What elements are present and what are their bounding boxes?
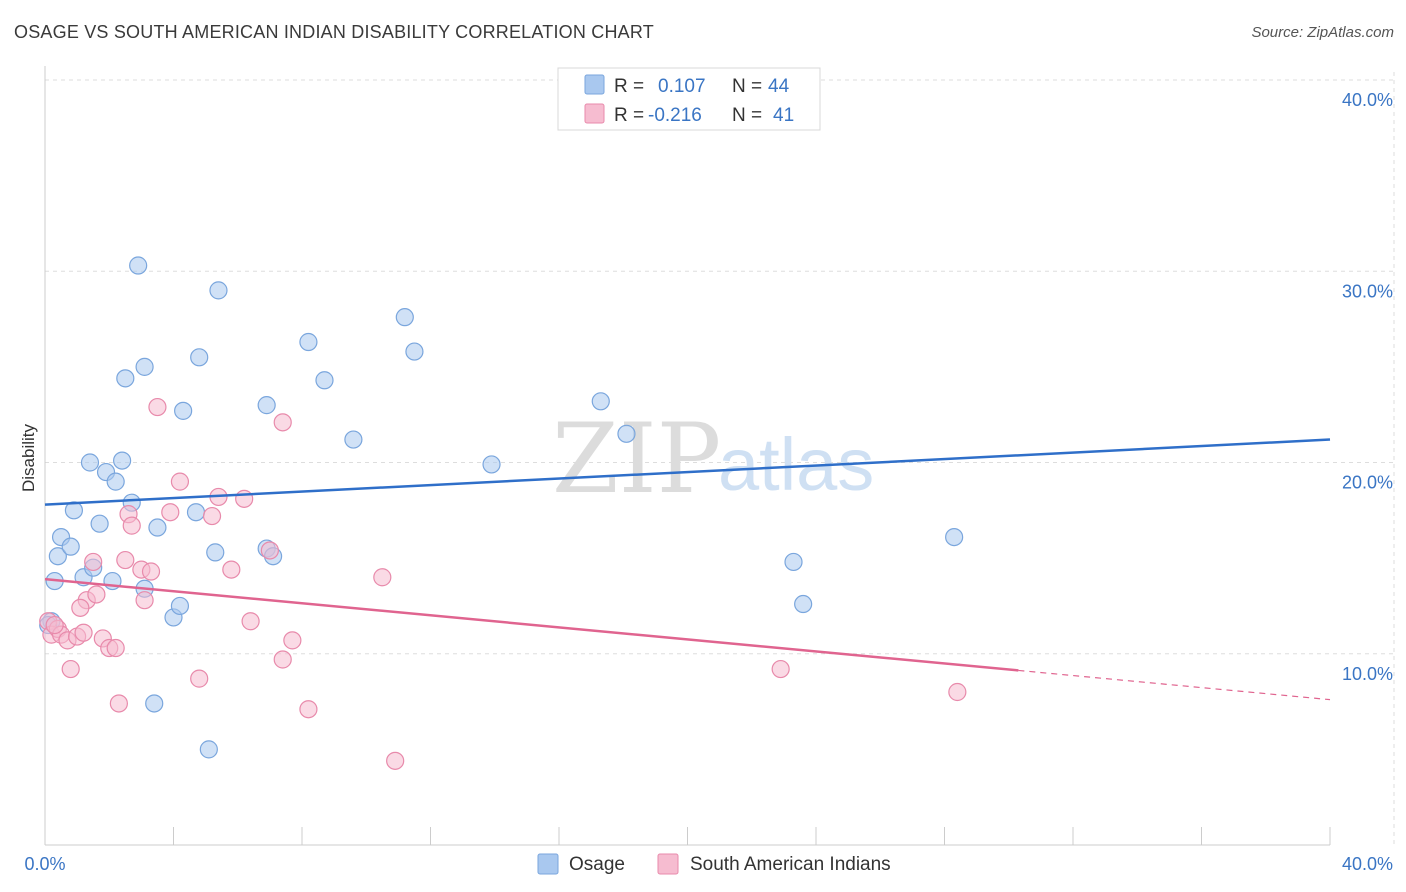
legend-n-value-sai: 41 [773,105,794,126]
point-sai-27 [222,560,241,579]
point-osage-26 [199,740,218,759]
legend-r-value-osage: 0.107 [658,76,706,97]
point-osage-34 [344,430,363,449]
point-sai-35 [373,568,392,587]
point-osage-27 [206,543,225,562]
point-sai-33 [283,631,302,650]
point-osage-24 [186,503,206,522]
point-sai-10 [87,585,106,604]
trend-line-sai [44,577,1019,672]
data-points [39,256,967,770]
point-osage-40 [784,552,803,572]
trend-line-osage [44,438,1331,506]
point-sai-31 [273,413,292,432]
legend-swatch-south-american-indians [584,103,605,124]
trend-lines [44,438,1331,701]
point-sai-34 [299,700,318,719]
legend-bottom-label-osage: Osage [569,854,625,875]
point-sai-13 [106,638,125,658]
point-sai-32 [273,650,292,669]
point-osage-19 [145,694,164,713]
point-osage-7 [80,453,100,472]
point-osage-22 [170,596,190,616]
point-sai-39 [71,598,90,617]
point-osage-39 [617,424,636,443]
legend-bottom-label-sai: South American Indians [690,854,891,875]
legend-swatch-osage [584,74,605,95]
point-sai-24 [190,669,209,688]
point-sai-28 [235,489,254,508]
watermark-zip: ZIP [552,403,721,515]
point-osage-37 [482,455,501,474]
point-osage-23 [174,401,193,420]
point-osage-16 [129,256,148,275]
x-tick-label-0: 0.0% [24,854,65,874]
point-osage-35 [395,308,414,327]
y-tick-label-2: 30.0% [1342,281,1393,301]
legend-r-value-sai: -0.216 [648,105,702,126]
point-osage-2 [48,547,67,566]
point-sai-15 [116,550,135,570]
chart-source: Source: ZipAtlas.com [1251,24,1394,41]
point-sai-19 [135,591,154,610]
legend-series: Osage South American Indians [537,853,891,875]
legend-bottom-swatch-sai [657,853,679,875]
y-tick-label-1: 20.0% [1342,473,1393,493]
legend-n-value-osage: 44 [768,76,790,97]
legend-bottom-swatch-osage [537,853,559,875]
point-sai-40 [45,615,64,635]
watermark: ZIP atlas [552,403,874,515]
trend-line-sai-extension [1018,669,1331,701]
point-sai-38 [948,682,967,702]
point-sai-37 [771,659,790,679]
point-sai-30 [260,541,279,560]
point-osage-41 [794,594,813,614]
point-osage-14 [116,369,135,388]
point-osage-18 [135,357,154,376]
point-osage-30 [257,396,276,415]
x-tick-label-1: 40.0% [1342,854,1393,874]
y-tick-label-0: 10.0% [1342,664,1393,684]
point-sai-14 [109,694,128,713]
point-osage-13 [112,451,132,470]
point-sai-36 [386,751,405,770]
point-sai-22 [161,503,180,522]
point-sai-7 [74,623,93,642]
legend-n-label-sai: N = [732,105,762,126]
point-osage-5 [64,501,84,520]
y-axis-label: Disability [19,423,38,492]
legend-r-label-osage: R = [614,76,644,97]
point-osage-4 [61,537,80,556]
point-osage-20 [148,518,167,537]
point-osage-28 [209,281,228,300]
point-sai-9 [84,552,103,572]
point-osage-42 [945,527,964,547]
point-sai-20 [141,562,161,581]
chart-title: OSAGE VS SOUTH AMERICAN INDIAN DISABILIT… [14,22,654,42]
point-osage-38 [591,392,610,411]
point-sai-5 [61,659,80,679]
point-sai-21 [148,397,167,417]
point-osage-32 [299,332,318,352]
axes: 10.0% 20.0% 30.0% 40.0% 0.0% 40.0% [24,66,1393,874]
point-osage-12 [106,472,125,491]
legend-r-label-sai: R = [614,105,644,126]
point-sai-17 [122,516,141,535]
legend-stats: R = 0.107 N = 44 R = -0.216 N = 41 [557,67,821,131]
point-sai-25 [202,506,222,526]
point-sai-29 [241,612,260,631]
point-osage-25 [190,348,209,367]
y-tick-label-3: 40.0% [1342,90,1393,110]
point-sai-23 [170,472,190,491]
point-osage-36 [405,342,424,361]
legend-n-label-osage: N = [732,76,762,97]
point-osage-9 [90,514,109,533]
point-osage-33 [315,371,334,390]
